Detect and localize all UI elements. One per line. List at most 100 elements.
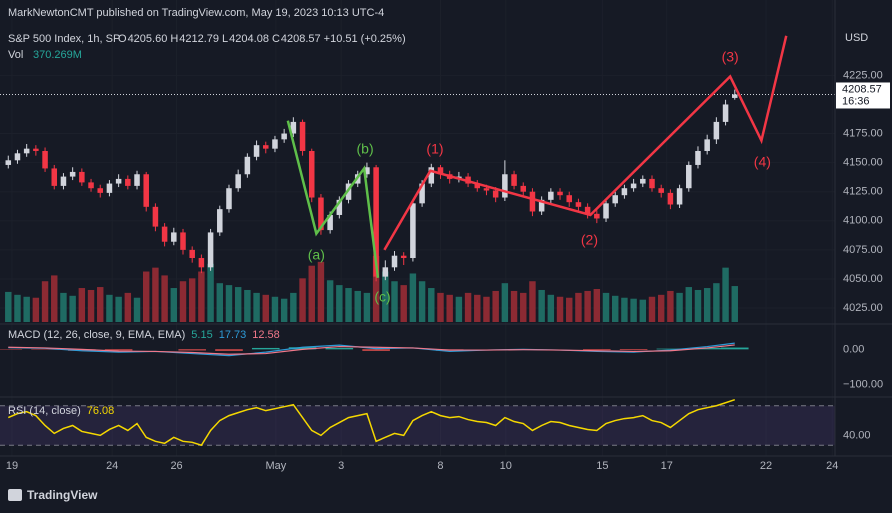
- candle-body: [235, 174, 241, 189]
- candle-body: [318, 197, 324, 231]
- volume-bar: [271, 296, 279, 322]
- x-tick-label: 17: [661, 460, 673, 472]
- volume-bar: [722, 267, 729, 322]
- candle-body: [511, 174, 517, 186]
- volume-bar: [133, 297, 141, 322]
- volume-bar: [354, 290, 361, 322]
- volume-bar: [280, 298, 288, 322]
- wave-label: (2): [581, 231, 598, 247]
- volume-bar: [566, 297, 573, 322]
- macd-tick-label: −100.00: [843, 378, 883, 390]
- volume-bar: [455, 296, 463, 322]
- candle-body: [217, 209, 223, 233]
- volume-bar: [611, 295, 619, 322]
- wave-label: (b): [357, 141, 374, 157]
- volume-bar: [106, 294, 113, 322]
- ohlc-value: 4208.57: [281, 33, 321, 45]
- volume-bar: [667, 290, 674, 322]
- candle-body: [658, 188, 664, 193]
- candle-body: [419, 183, 425, 204]
- x-tick-label: 15: [596, 460, 608, 472]
- x-tick-label: 19: [6, 460, 18, 472]
- volume-bar: [32, 297, 40, 322]
- candle-body: [79, 171, 85, 183]
- volume-bar: [584, 290, 591, 322]
- candle-body: [290, 121, 297, 134]
- countdown: 16:36: [842, 95, 870, 107]
- volume-bar: [142, 271, 150, 322]
- volume-bar: [575, 292, 582, 322]
- volume-bar: [483, 296, 490, 322]
- y-tick-label: 4125.00: [843, 186, 883, 198]
- volume-bar: [382, 271, 389, 322]
- change: +10.51 (+0.25%): [324, 33, 406, 45]
- volume-bar: [520, 292, 527, 322]
- wave-label: (1): [426, 141, 443, 157]
- x-tick-label: 8: [437, 460, 443, 472]
- candle-body: [603, 203, 609, 219]
- macd-histogram: [325, 347, 354, 350]
- candle-body: [161, 226, 168, 242]
- volume-bar: [391, 281, 398, 322]
- volume-bar: [170, 288, 178, 322]
- volume-bar: [14, 294, 21, 322]
- candle-body: [125, 178, 131, 186]
- candle-body: [630, 183, 637, 189]
- volume-bar: [657, 294, 665, 322]
- volume-bar: [731, 286, 738, 322]
- volume-bar: [703, 288, 711, 322]
- candle-body: [281, 133, 287, 140]
- volume-bar: [345, 288, 352, 322]
- candle-body: [410, 203, 416, 259]
- candle-body: [575, 202, 582, 207]
- candle-body: [557, 191, 563, 196]
- candle-body: [143, 174, 149, 207]
- brand: TradingView: [27, 488, 98, 502]
- candle-body: [88, 182, 94, 189]
- candle-body: [621, 188, 628, 196]
- ohlc-key: L: [222, 33, 228, 45]
- candle-body: [391, 255, 398, 268]
- candle-body: [548, 191, 554, 200]
- volume-bar: [97, 287, 104, 322]
- candle-body: [649, 178, 655, 189]
- candle-body: [492, 190, 499, 198]
- volume-bar: [69, 295, 76, 322]
- y-tick-label: 4100.00: [843, 215, 883, 227]
- volume-bar: [317, 261, 325, 322]
- volume-bar: [464, 292, 472, 322]
- volume-bar: [244, 289, 251, 322]
- candle-body: [171, 232, 177, 242]
- candle-body: [60, 176, 67, 186]
- candle-body: [207, 232, 214, 268]
- macd-histogram: [288, 347, 317, 350]
- macd-legend-value: 5.15: [191, 329, 212, 341]
- volume-bar: [713, 283, 720, 322]
- x-tick-label: 24: [106, 460, 118, 472]
- macd-histogram: [656, 348, 685, 350]
- rsi-band-fill: [0, 405, 835, 446]
- volume-bar: [639, 299, 647, 322]
- candle-body: [253, 145, 260, 157]
- candle-body: [538, 199, 545, 212]
- ohlc-value: 4212.79: [179, 33, 219, 45]
- volume-bar: [400, 285, 407, 322]
- volume-bar: [115, 296, 122, 322]
- volume-bar: [188, 278, 196, 322]
- rsi-line: [7, 398, 735, 447]
- publisher: MarkNewtonCMT published on TradingView.c…: [8, 7, 384, 19]
- volume-bar: [648, 296, 656, 322]
- y-tick-label: 4050.00: [843, 273, 883, 285]
- macd-histogram: [720, 347, 749, 350]
- candle-body: [520, 185, 527, 192]
- y-tick-label: 4025.00: [843, 302, 883, 314]
- volume-bar: [428, 288, 435, 322]
- volume-bar: [124, 292, 132, 322]
- x-tick-label: 10: [500, 460, 512, 472]
- candle-body: [640, 178, 646, 184]
- macd-histogram: [215, 349, 243, 351]
- candle-body: [382, 267, 389, 277]
- volume-bar: [262, 294, 269, 322]
- macd-histogram: [251, 347, 280, 350]
